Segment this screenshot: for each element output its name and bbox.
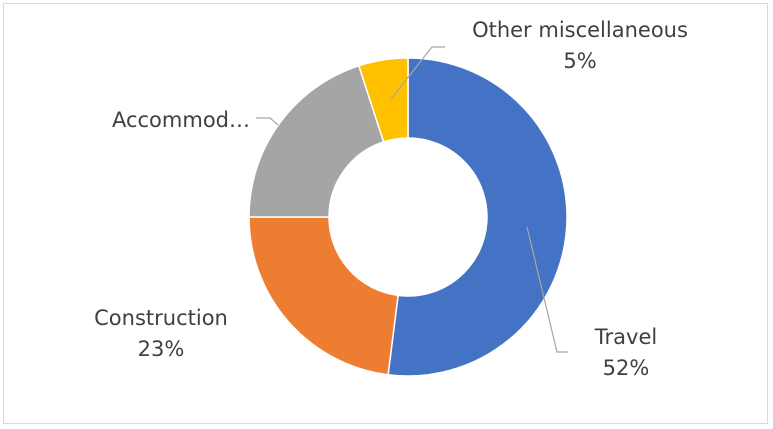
label-accommodation-name: Accommod…	[112, 108, 250, 132]
slice-other-miscellaneous	[357, 57, 409, 143]
leader-travel	[526, 226, 568, 353]
label-travel-pct: 52%	[603, 356, 650, 380]
slice-construction	[248, 216, 399, 376]
leader-other-miscellaneous	[390, 46, 445, 100]
label-travel-name: Travel	[594, 325, 657, 349]
label-other-miscellaneous-pct: 5%	[563, 49, 596, 73]
leader-lines	[256, 46, 568, 353]
label-other-miscellaneous-name: Other miscellaneous	[472, 18, 688, 42]
slice-travel	[387, 57, 568, 377]
label-construction-pct: 23%	[138, 337, 185, 361]
slices	[248, 57, 568, 377]
leader-accommodation	[256, 117, 279, 126]
slice-accommodation	[248, 64, 385, 218]
label-construction-name: Construction	[94, 306, 228, 330]
